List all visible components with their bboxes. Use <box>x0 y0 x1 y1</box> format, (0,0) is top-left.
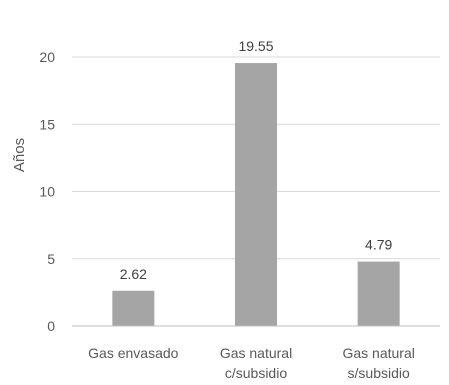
y-tick-label: 20 <box>39 49 55 65</box>
x-tick-label-line: c/subsidio <box>225 365 287 380</box>
x-tick-label: Gas natural c/subsidio <box>220 345 292 380</box>
bar <box>235 63 277 327</box>
x-tick-label-line: Gas envasado <box>88 345 178 361</box>
y-axis-title: Años <box>11 138 28 172</box>
x-tick-label-line: s/subsidio <box>348 365 410 380</box>
y-tick-label: 0 <box>47 318 55 334</box>
y-tick-label: 10 <box>39 184 55 200</box>
data-labels: 2.62 19.55 4.79 <box>120 38 393 282</box>
bars <box>112 63 400 327</box>
data-label: 4.79 <box>365 237 392 253</box>
x-tick-label: Gas natural s/subsidio <box>342 345 414 380</box>
x-tick-label-line: Gas natural <box>220 345 292 361</box>
bar <box>112 290 155 326</box>
x-tick-label: Gas envasado <box>88 345 178 361</box>
y-tick-labels: 0 5 10 15 20 <box>39 49 55 334</box>
x-tick-label-line: Gas natural <box>342 345 414 361</box>
y-tick-label: 5 <box>47 251 55 267</box>
bar <box>357 261 400 326</box>
data-label: 2.62 <box>120 266 147 282</box>
data-label: 19.55 <box>238 38 273 54</box>
y-tick-label: 15 <box>39 116 55 132</box>
